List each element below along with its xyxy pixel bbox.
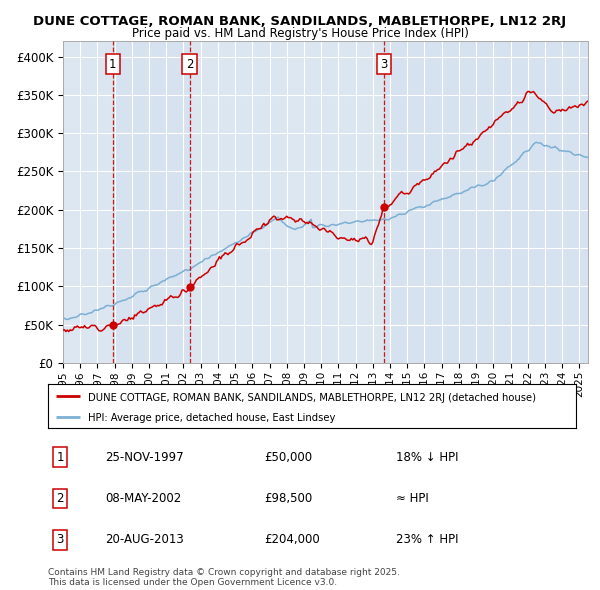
Text: 20-AUG-2013: 20-AUG-2013 xyxy=(105,533,184,546)
Text: 08-MAY-2002: 08-MAY-2002 xyxy=(105,492,181,505)
Text: Contains HM Land Registry data © Crown copyright and database right 2025.
This d: Contains HM Land Registry data © Crown c… xyxy=(48,568,400,587)
Text: 1: 1 xyxy=(109,58,116,71)
Text: 23% ↑ HPI: 23% ↑ HPI xyxy=(396,533,458,546)
Text: £98,500: £98,500 xyxy=(264,492,312,505)
Text: £204,000: £204,000 xyxy=(264,533,320,546)
Text: 2: 2 xyxy=(56,492,64,505)
Text: Price paid vs. HM Land Registry's House Price Index (HPI): Price paid vs. HM Land Registry's House … xyxy=(131,27,469,40)
Text: 2: 2 xyxy=(186,58,193,71)
Text: ≈ HPI: ≈ HPI xyxy=(396,492,429,505)
Text: DUNE COTTAGE, ROMAN BANK, SANDILANDS, MABLETHORPE, LN12 2RJ: DUNE COTTAGE, ROMAN BANK, SANDILANDS, MA… xyxy=(34,15,566,28)
Text: 25-NOV-1997: 25-NOV-1997 xyxy=(105,451,184,464)
Bar xyxy=(113,41,190,363)
Text: 3: 3 xyxy=(380,58,388,71)
Text: £50,000: £50,000 xyxy=(264,451,312,464)
Text: 18% ↓ HPI: 18% ↓ HPI xyxy=(396,451,458,464)
Text: HPI: Average price, detached house, East Lindsey: HPI: Average price, detached house, East… xyxy=(88,413,335,423)
Text: DUNE COTTAGE, ROMAN BANK, SANDILANDS, MABLETHORPE, LN12 2RJ (detached house): DUNE COTTAGE, ROMAN BANK, SANDILANDS, MA… xyxy=(88,393,536,402)
Text: 3: 3 xyxy=(56,533,64,546)
Text: 1: 1 xyxy=(56,451,64,464)
Bar xyxy=(383,41,588,363)
